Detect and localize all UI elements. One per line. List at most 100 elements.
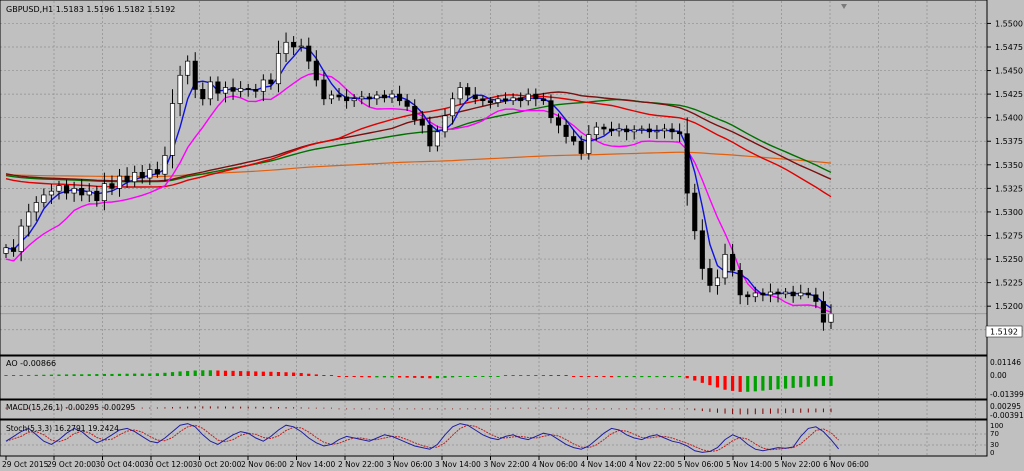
ao-bar (276, 371, 281, 376)
candle-body (624, 128, 630, 133)
ao-bar (420, 376, 424, 379)
time-tick-label: 6 Nov 06:00 (823, 460, 869, 469)
ao-bar (223, 370, 228, 376)
macd-label: MACD(15,26,1) -0.00295 -0.00295 (6, 403, 135, 412)
macd-bar (724, 408, 726, 414)
ao-bar (609, 376, 614, 378)
ao-bar (390, 376, 394, 378)
time-tick-label: 3 Nov 06:00 (387, 460, 433, 469)
ao-bar (700, 376, 704, 383)
price-tick-label: 1.5425 (995, 90, 1023, 99)
ao-bar (481, 376, 485, 377)
macd-bar (777, 408, 779, 414)
time-tick-label: 29 Oct 20:00 (47, 460, 96, 469)
candle-body (669, 128, 675, 133)
candle-body (828, 313, 834, 323)
macd-bar (247, 406, 249, 409)
macd-bar (709, 408, 711, 412)
stoch-tick-0: 0 (990, 449, 994, 457)
ao-bar (466, 376, 470, 377)
ao-bar (814, 376, 818, 387)
ao-bar (314, 374, 318, 376)
candle-body (798, 292, 804, 297)
candle-body (419, 119, 425, 126)
ao-bar (662, 376, 667, 378)
macd-bar (792, 408, 794, 413)
macd-bar (353, 408, 355, 410)
macd-bar (573, 408, 575, 410)
candle-body (374, 94, 380, 100)
main-panel-border (0, 0, 988, 356)
candle-body (540, 98, 546, 102)
macd-bar (505, 407, 507, 409)
ao-bar (186, 370, 190, 376)
candle-body (41, 194, 47, 203)
current-price-tag (985, 325, 1023, 338)
ao-bar (201, 370, 205, 376)
candle-body (495, 98, 501, 103)
macd-bar (376, 408, 378, 410)
ao-bar (49, 374, 54, 376)
ao-bar (125, 373, 129, 376)
candle-body (192, 60, 198, 90)
macd-bar (308, 407, 310, 409)
candle-body (813, 294, 819, 302)
candle-body (238, 88, 244, 92)
macd-bar (626, 408, 628, 410)
candle-body (525, 93, 531, 102)
macd-grid (53, 401, 976, 418)
candle-body (147, 169, 153, 179)
price-tick-label: 1.5325 (995, 184, 1023, 193)
candle-body (298, 45, 304, 48)
price-tick-label: 1.5350 (995, 161, 1023, 170)
candle-body (56, 185, 62, 192)
ao-bar (753, 376, 757, 392)
ao-bar (678, 376, 682, 378)
macd-bar (209, 406, 211, 409)
price-tick-label: 1.5300 (995, 208, 1023, 217)
ao-bar (693, 376, 697, 381)
macd-bar (58, 407, 60, 409)
macd-bar (671, 408, 673, 410)
candle-body (94, 190, 100, 201)
ao-bar (715, 376, 720, 388)
candle-body (487, 100, 493, 103)
stoch-main-line (5, 423, 839, 453)
candle-body (86, 190, 92, 196)
candle-body (359, 96, 365, 100)
ao-bar (435, 376, 440, 379)
macd-bar (762, 408, 764, 414)
time-tick-label: 2 Nov 14:00 (290, 460, 336, 469)
candle-body (11, 247, 17, 252)
ao-bar (178, 371, 182, 376)
current-price-label: 1.5192 (990, 328, 1018, 337)
candle-body (775, 291, 781, 295)
macd-bar (414, 408, 416, 410)
candle-body (291, 41, 297, 48)
macd-bar (588, 408, 590, 410)
shift-marker-icon[interactable] (841, 4, 847, 9)
ao-bar (148, 373, 152, 376)
stoch-signal-line (5, 424, 839, 453)
candle-body (480, 98, 486, 102)
candle-body (33, 202, 39, 213)
ao-bar (246, 371, 250, 376)
ma-magenta-line (5, 72, 832, 313)
ao-bar (322, 375, 326, 376)
ao-bar (428, 376, 432, 379)
ao-histogram (4, 370, 833, 392)
candle-body (260, 79, 266, 92)
macd-bar (444, 408, 446, 410)
macd-bar (565, 407, 567, 409)
ao-bar (208, 370, 212, 376)
macd-bar (815, 408, 817, 413)
candle-body (71, 188, 77, 194)
ao-bar (746, 376, 750, 392)
ao-bar (496, 376, 500, 377)
price-tick-label: 1.5275 (995, 231, 1023, 240)
macd-bar (164, 407, 166, 409)
macd-bar (686, 408, 688, 410)
macd-bar (391, 408, 393, 410)
macd-bar (240, 406, 242, 409)
macd-bar (527, 407, 529, 409)
